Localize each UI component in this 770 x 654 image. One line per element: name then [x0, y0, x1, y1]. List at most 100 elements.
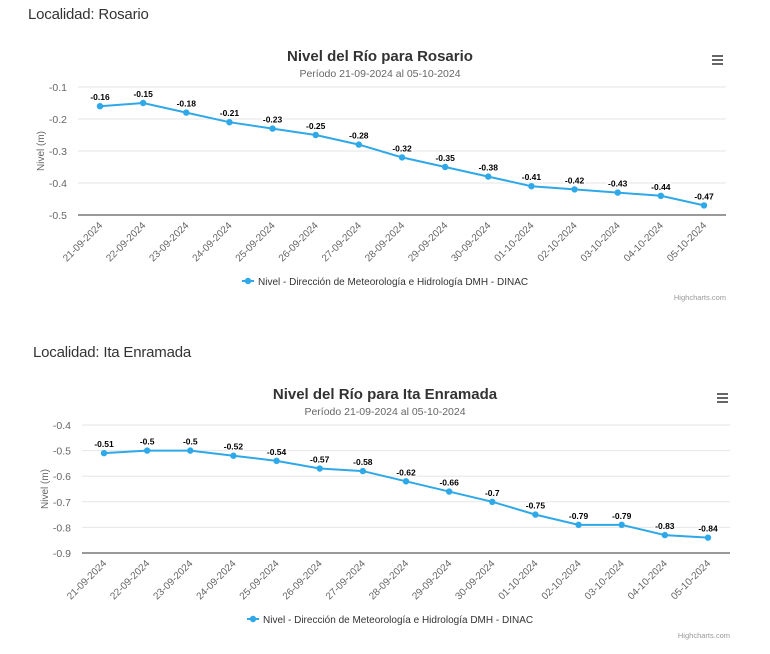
chart2-x-tick-label: 24-09-2024: [195, 558, 239, 602]
chart2-y-axis-title: Nivel (m): [40, 469, 51, 509]
chart2-x-tick-label: 23-09-2024: [151, 558, 195, 602]
chart2-y-tick-label: -0.4: [53, 420, 71, 432]
chart2-x-tick-label: 28-09-2024: [367, 558, 411, 602]
chart2-data-label: -0.7: [485, 488, 500, 498]
chart1-data-label: -0.23: [263, 115, 283, 125]
chart1-data-label: -0.16: [90, 92, 110, 102]
chart1-y-axis-title: Nivel (m): [36, 131, 47, 171]
chart1-data-point: [398, 154, 406, 161]
chart1-data-point: [226, 119, 233, 126]
chart2-data-point: [661, 531, 669, 539]
menu-line: [712, 59, 723, 61]
chart2-x-tick-label: 05-10-2024: [669, 558, 713, 602]
chart2-x-tick-label: 26-09-2024: [281, 558, 325, 602]
chart2-data-label: -0.83: [655, 521, 675, 531]
chart1-data-label: -0.32: [392, 143, 412, 153]
chart2-y-tick-label: -0.6: [53, 471, 71, 483]
chart2-data-label: -0.54: [267, 447, 287, 457]
chart2-x-tick-label: 04-10-2024: [626, 558, 670, 602]
chart1-data-label: -0.18: [177, 99, 197, 109]
chart2-title: Nivel del Río para Ita Enramada: [273, 386, 498, 403]
chart1-data-label: -0.38: [479, 163, 499, 173]
chart2-data-label: -0.5: [140, 437, 155, 447]
chart1-data-point: [614, 189, 621, 196]
chart2-x-tick-label: 30-09-2024: [453, 558, 497, 602]
chart1-data-label: -0.15: [133, 89, 153, 99]
chart2-x-tick-label: 01-10-2024: [497, 558, 541, 602]
chart1-data-label: -0.35: [435, 153, 455, 163]
chart2-x-tick-label: 27-09-2024: [324, 558, 368, 602]
chart2-data-point: [704, 534, 712, 541]
chart1-data-point: [657, 192, 665, 199]
chart1-data-point: [485, 173, 492, 180]
chart2-data-point: [445, 488, 453, 495]
chart2-data-label: -0.84: [698, 524, 718, 534]
legend-marker-dot: [244, 277, 252, 285]
hamburger-menu-icon[interactable]: [712, 55, 723, 65]
chart1-y-tick-label: -0.4: [49, 178, 67, 190]
chart1-data-label: -0.47: [694, 191, 714, 201]
chart2-y-tick-label: -0.7: [53, 497, 71, 509]
chart2-data-label: -0.52: [224, 442, 244, 452]
chart1-legend-item[interactable]: Nivel - Dirección de Meteorología e Hidr…: [242, 277, 528, 288]
chart1-data-label: -0.25: [306, 121, 326, 131]
chart1-data-label: -0.44: [651, 182, 671, 192]
chart2-y-tick-label: -0.9: [53, 548, 71, 560]
chart2-x-tick-label: 03-10-2024: [583, 558, 627, 602]
chart1-data-label: -0.41: [522, 172, 542, 182]
chart2-data-label: -0.79: [612, 511, 632, 521]
chart2-data-point: [575, 521, 582, 529]
section-heading-rosario: Localidad: Rosario: [28, 6, 149, 23]
legend-marker-dot: [249, 615, 257, 623]
chart1-y-tick-label: -0.1: [49, 82, 67, 94]
chart2-data-point: [402, 478, 410, 485]
chart2-legend-item[interactable]: Nivel - Dirección de Meteorología e Hidr…: [247, 615, 533, 626]
menu-line: [712, 55, 723, 57]
chart2-data-label: -0.58: [353, 457, 373, 467]
chart1-data-point: [571, 186, 578, 193]
chart2-data-point: [316, 465, 323, 472]
chart1-legend-label: Nivel - Dirección de Meteorología e Hidr…: [258, 277, 528, 288]
chart2-credits: Highcharts.com: [678, 631, 730, 640]
chart2-data-point: [359, 467, 367, 475]
chart1-data-point: [528, 183, 535, 190]
chart1-data-point: [139, 99, 147, 107]
chart1-data-label: -0.28: [349, 131, 369, 141]
chart1-data-point: [441, 163, 449, 171]
chart1-data-point: [312, 131, 319, 139]
chart2-x-tick-label: 21-09-2024: [65, 558, 109, 602]
chart2-data-point: [618, 521, 625, 529]
chart2-legend-label: Nivel - Dirección de Meteorología e Hidr…: [263, 615, 533, 626]
chart2-data-label: -0.62: [396, 467, 416, 477]
chart-rosario: Nivel del Río para Rosario Período 21-09-…: [36, 48, 726, 302]
chart2-data-label: -0.51: [94, 439, 114, 449]
chart1-data-label: -0.42: [565, 175, 585, 185]
chart2-data-label: -0.75: [526, 501, 546, 511]
chart2-x-tick-label: 25-09-2024: [238, 558, 282, 602]
chart2-data-label: -0.5: [183, 437, 198, 447]
chart2-data-point: [100, 449, 108, 457]
menu-line: [717, 393, 728, 395]
chart1-data-point: [700, 202, 708, 209]
chart2-data-point: [489, 498, 496, 505]
chart2-x-tick-label: 02-10-2024: [540, 558, 584, 602]
chart2-data-label: -0.79: [569, 511, 589, 521]
chart1-data-point: [355, 141, 363, 148]
menu-line: [712, 63, 723, 65]
chart2-x-tick-label: 22-09-2024: [108, 558, 152, 602]
chart1-data-label: -0.21: [220, 108, 240, 118]
chart1-subtitle: Período 21-09-2024 al 05-10-2024: [299, 68, 460, 80]
chart2-data-point: [230, 452, 237, 459]
chart2-data-label: -0.57: [310, 455, 330, 465]
chart2-series-line: [103, 449, 709, 539]
chart1-y-tick-label: -0.5: [49, 210, 67, 222]
chart2-subtitle: Período 21-09-2024 al 05-10-2024: [304, 406, 465, 418]
hamburger-menu-icon[interactable]: [717, 393, 728, 403]
chart2-data-point: [532, 511, 539, 518]
chart2-y-tick-label: -0.5: [53, 446, 71, 458]
chart1-y-tick-label: -0.3: [49, 146, 67, 158]
chart1-data-point: [183, 109, 190, 116]
chart2-x-tick-label: 29-09-2024: [410, 558, 454, 602]
chart1-credits: Highcharts.com: [674, 293, 726, 302]
